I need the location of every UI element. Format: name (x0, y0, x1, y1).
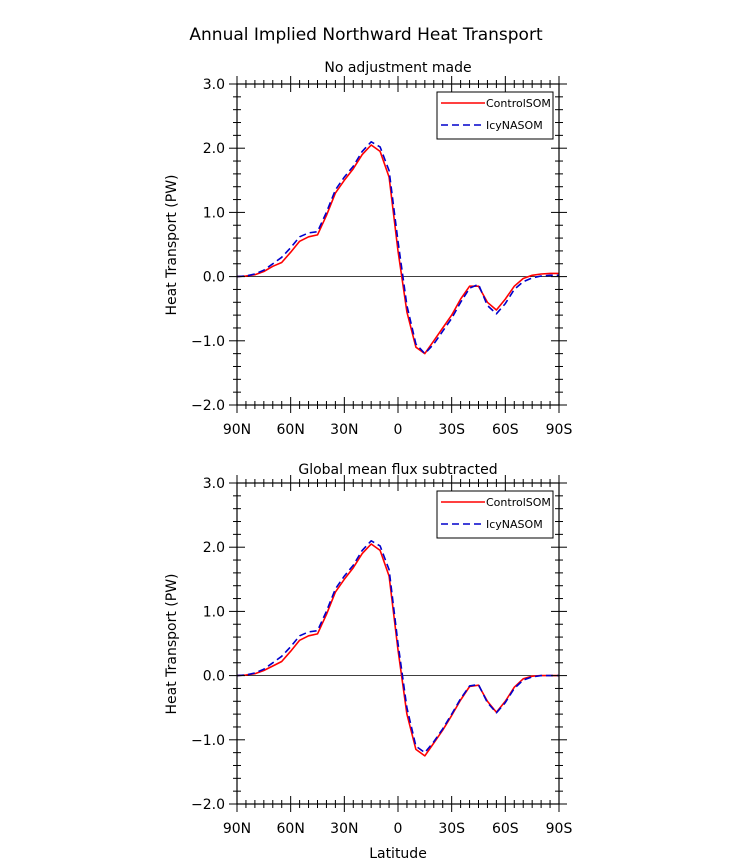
series-line-icynasom (236, 539, 559, 754)
y-axis-label: Heat Transport (PW) (164, 573, 180, 714)
legend-box (436, 490, 554, 539)
y-tick-label: 3.0 (203, 476, 225, 492)
panel-no-adjustment: No adjustment made Heat Transport (PW) 9… (164, 60, 572, 438)
x-tick-label: 30S (438, 821, 465, 837)
y-axis-label: Heat Transport (PW) (164, 174, 180, 315)
y-tick-label: −2.0 (191, 797, 225, 813)
series-line-controlsom (236, 543, 559, 757)
y-tick-label: 1.0 (203, 604, 225, 620)
figure-title: Annual Implied Northward Heat Transport (189, 25, 543, 45)
legend: ControlSOM IcyNASOM (436, 490, 554, 539)
x-tick-label: 30S (438, 422, 465, 438)
x-tick-label: 0 (394, 422, 403, 438)
y-tick-label: −1.0 (191, 733, 225, 749)
legend-label: ControlSOM (486, 97, 551, 110)
panel-title: Global mean flux subtracted (298, 462, 497, 478)
y-tick-label: 2.0 (203, 141, 225, 157)
y-tick-label: 1.0 (203, 205, 225, 221)
x-tick-label: 60N (277, 821, 305, 837)
x-tick-label: 90S (546, 821, 573, 837)
series-line-icynasom (236, 141, 559, 355)
panel-global-mean-subtracted: Global mean flux subtracted Heat Transpo… (164, 462, 572, 859)
y-tick-label: −1.0 (191, 334, 225, 350)
legend: ControlSOM IcyNASOM (436, 91, 554, 140)
x-tick-label: 30N (330, 422, 358, 438)
x-axis-label: Latitude (369, 846, 427, 859)
series-line-controlsom (236, 144, 559, 355)
legend-label: ControlSOM (486, 496, 551, 509)
legend-label: IcyNASOM (486, 119, 543, 132)
x-tick-label: 60S (492, 422, 519, 438)
panel-title: No adjustment made (324, 60, 471, 76)
x-tick-label: 90S (546, 422, 573, 438)
x-tick-label: 30N (330, 821, 358, 837)
legend-label: IcyNASOM (486, 518, 543, 531)
x-tick-label: 90N (223, 821, 251, 837)
x-tick-label: 90N (223, 422, 251, 438)
y-tick-label: 3.0 (203, 77, 225, 93)
x-tick-label: 60S (492, 821, 519, 837)
x-tick-label: 0 (394, 821, 403, 837)
legend-box (436, 91, 554, 140)
x-tick-label: 60N (277, 422, 305, 438)
y-tick-label: 0.0 (203, 270, 225, 286)
y-tick-label: −2.0 (191, 398, 225, 414)
y-tick-label: 2.0 (203, 540, 225, 556)
y-tick-label: 0.0 (203, 669, 225, 685)
